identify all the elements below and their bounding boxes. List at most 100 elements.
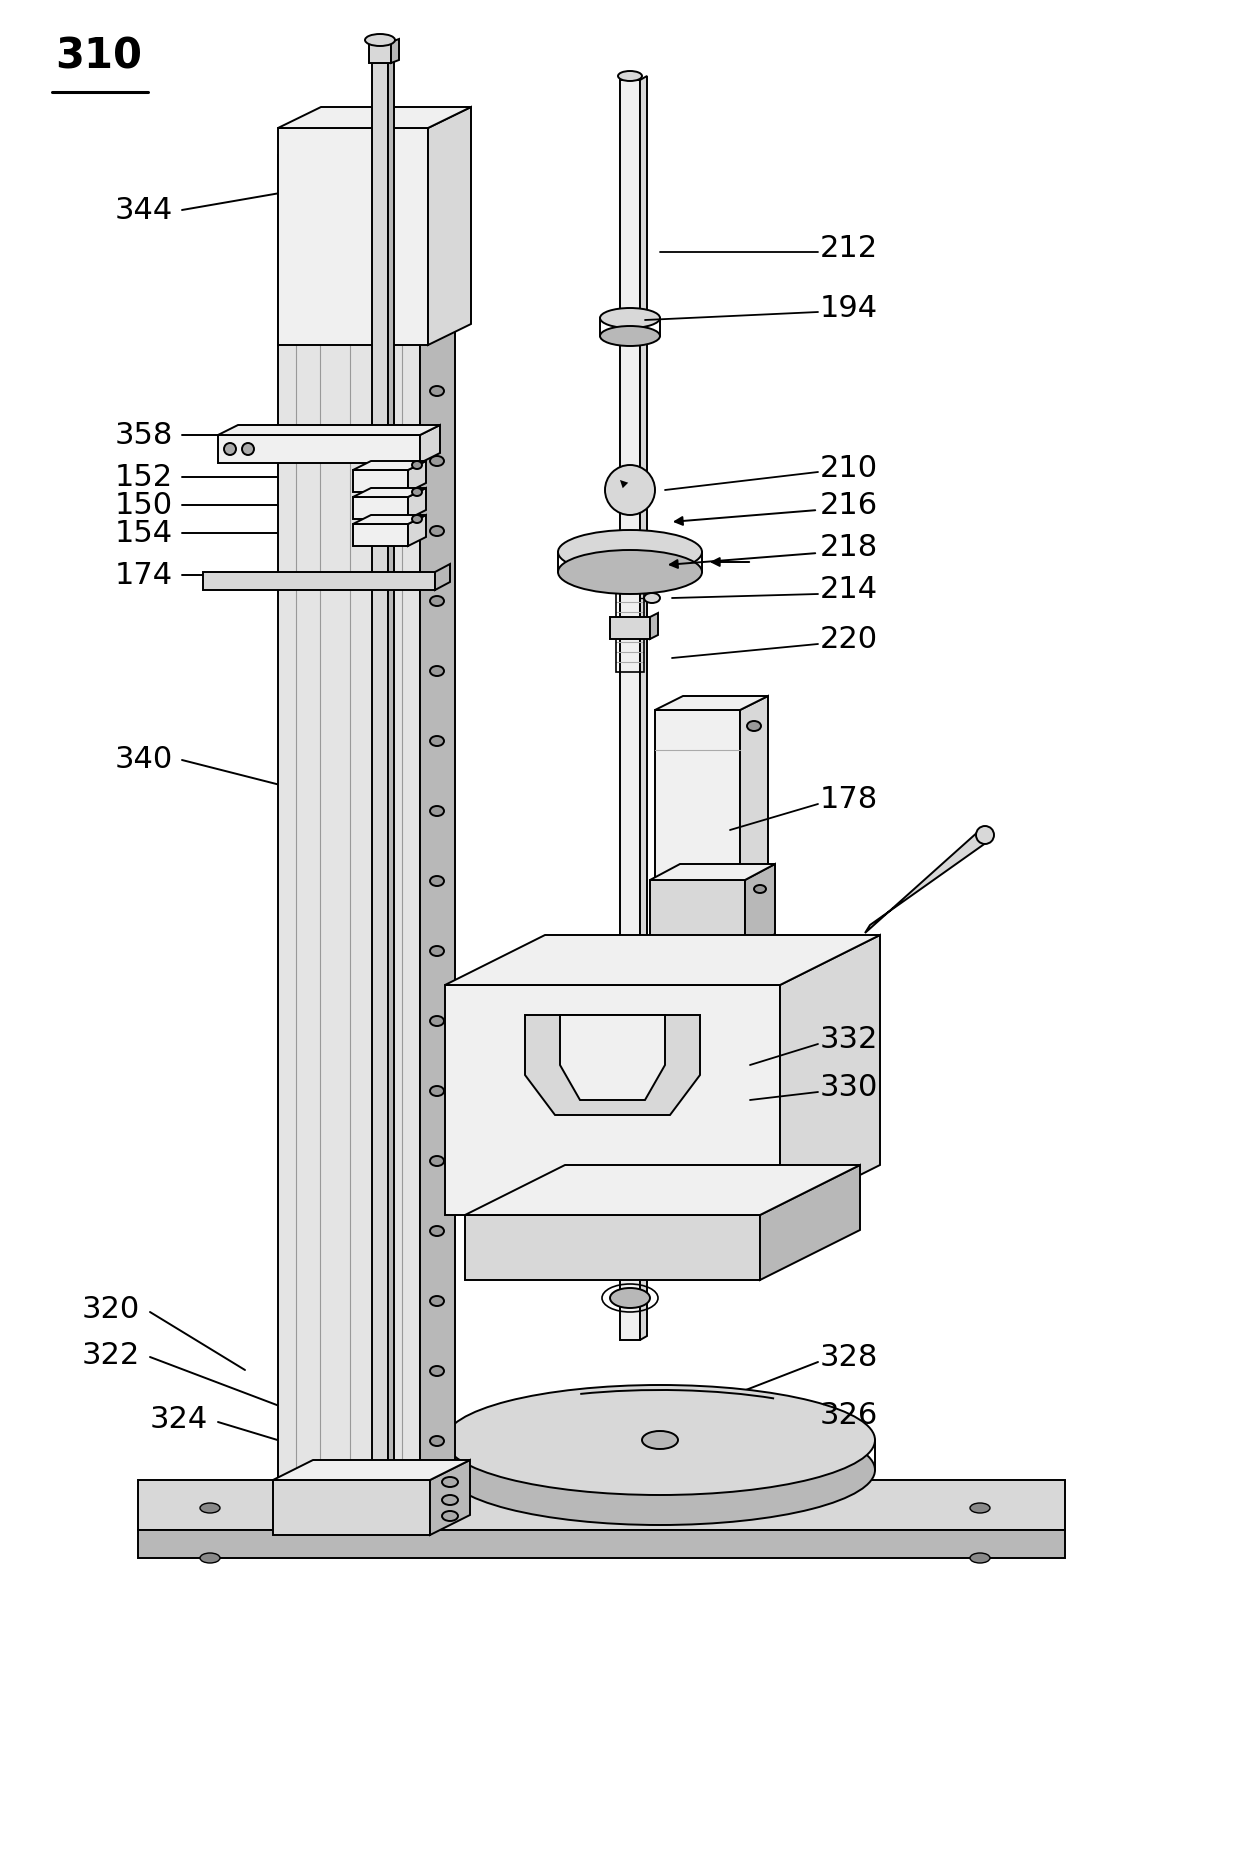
Polygon shape: [408, 489, 427, 519]
Polygon shape: [610, 616, 650, 639]
Ellipse shape: [412, 461, 422, 468]
Polygon shape: [420, 137, 455, 1480]
Ellipse shape: [618, 71, 642, 81]
Polygon shape: [353, 489, 427, 496]
Ellipse shape: [445, 1414, 875, 1525]
Polygon shape: [353, 515, 427, 524]
Ellipse shape: [441, 1512, 458, 1521]
Ellipse shape: [412, 515, 422, 523]
Text: 216: 216: [820, 491, 878, 519]
Ellipse shape: [430, 386, 444, 395]
Text: 218: 218: [820, 534, 878, 562]
Ellipse shape: [430, 805, 444, 817]
Ellipse shape: [412, 489, 422, 496]
Text: 212: 212: [820, 234, 878, 262]
Ellipse shape: [430, 596, 444, 607]
Ellipse shape: [976, 826, 994, 845]
Ellipse shape: [430, 1156, 444, 1167]
Ellipse shape: [430, 176, 444, 185]
Ellipse shape: [365, 34, 396, 47]
Polygon shape: [428, 107, 471, 345]
Ellipse shape: [224, 444, 236, 455]
Polygon shape: [760, 1165, 861, 1279]
Polygon shape: [655, 697, 768, 710]
Polygon shape: [353, 470, 408, 493]
Polygon shape: [465, 1216, 760, 1279]
Polygon shape: [740, 697, 768, 880]
Polygon shape: [203, 571, 435, 590]
Ellipse shape: [430, 877, 444, 886]
Polygon shape: [560, 1015, 665, 1099]
Text: 322: 322: [82, 1341, 140, 1369]
Polygon shape: [430, 1459, 470, 1536]
Text: 174: 174: [115, 560, 174, 590]
Circle shape: [605, 465, 655, 515]
Ellipse shape: [200, 1502, 219, 1513]
Ellipse shape: [445, 1384, 875, 1495]
Ellipse shape: [746, 721, 761, 730]
Polygon shape: [745, 863, 775, 950]
Polygon shape: [620, 81, 640, 1339]
Polygon shape: [278, 127, 428, 345]
Polygon shape: [278, 155, 420, 1480]
Text: 332: 332: [820, 1026, 878, 1054]
Text: 178: 178: [820, 785, 878, 815]
Text: 214: 214: [820, 575, 878, 605]
Polygon shape: [273, 1480, 430, 1536]
Text: 152: 152: [115, 463, 174, 491]
Polygon shape: [420, 425, 440, 463]
Polygon shape: [278, 107, 471, 127]
Ellipse shape: [430, 1437, 444, 1446]
Ellipse shape: [441, 1478, 458, 1487]
Polygon shape: [650, 863, 775, 880]
Polygon shape: [388, 60, 394, 1480]
Text: 154: 154: [115, 519, 174, 547]
Polygon shape: [525, 1015, 701, 1114]
Ellipse shape: [430, 455, 444, 466]
Polygon shape: [650, 612, 658, 639]
Polygon shape: [445, 985, 780, 1216]
Polygon shape: [408, 515, 427, 547]
Ellipse shape: [970, 1553, 990, 1562]
Polygon shape: [655, 710, 740, 880]
Polygon shape: [435, 564, 450, 590]
Ellipse shape: [600, 307, 660, 328]
Text: 340: 340: [115, 745, 174, 775]
Ellipse shape: [430, 526, 444, 536]
Text: 320: 320: [82, 1296, 140, 1324]
Text: 358: 358: [115, 421, 174, 450]
Ellipse shape: [558, 551, 702, 594]
Text: 328: 328: [820, 1343, 878, 1373]
Polygon shape: [780, 935, 880, 1216]
Ellipse shape: [610, 1289, 650, 1307]
Text: 344: 344: [115, 195, 174, 225]
Ellipse shape: [430, 1015, 444, 1026]
Polygon shape: [138, 1480, 1065, 1530]
Ellipse shape: [430, 1296, 444, 1305]
Text: 194: 194: [820, 294, 878, 322]
Text: 330: 330: [820, 1073, 878, 1103]
Ellipse shape: [970, 1502, 990, 1513]
Ellipse shape: [430, 1227, 444, 1236]
Polygon shape: [353, 496, 408, 519]
Ellipse shape: [600, 326, 660, 347]
Polygon shape: [465, 1165, 861, 1216]
Polygon shape: [353, 524, 408, 547]
Polygon shape: [370, 41, 391, 64]
Polygon shape: [218, 435, 420, 463]
Ellipse shape: [430, 317, 444, 326]
Ellipse shape: [430, 1086, 444, 1096]
Ellipse shape: [430, 1365, 444, 1377]
Polygon shape: [372, 64, 388, 1480]
Text: 220: 220: [820, 626, 878, 654]
Polygon shape: [408, 461, 427, 493]
Polygon shape: [138, 1530, 1065, 1558]
Text: 150: 150: [115, 491, 174, 519]
Text: 324: 324: [150, 1405, 208, 1435]
Ellipse shape: [200, 1553, 219, 1562]
Ellipse shape: [754, 886, 766, 893]
Ellipse shape: [430, 946, 444, 955]
Polygon shape: [866, 830, 990, 933]
Ellipse shape: [558, 530, 702, 573]
Polygon shape: [273, 1459, 470, 1480]
